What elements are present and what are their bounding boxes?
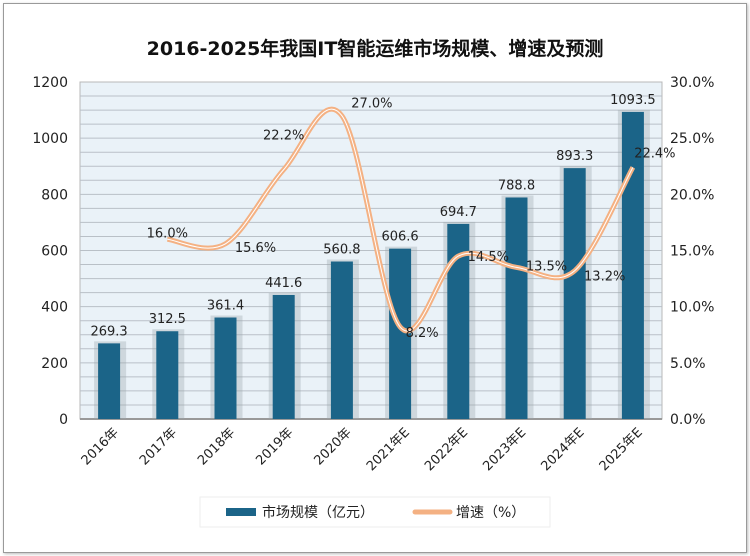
line-label: 22.4%	[634, 146, 675, 161]
x-tick: 2023年E	[480, 425, 529, 474]
y-right-tick: 0.0%	[670, 412, 706, 428]
bar	[563, 168, 586, 419]
y-left-tick: 200	[41, 356, 68, 372]
bar	[621, 111, 644, 419]
y-left-tick: 400	[41, 300, 68, 316]
bar-label: 441.6	[265, 276, 302, 291]
x-tick: 2022年E	[422, 425, 471, 474]
bar	[98, 343, 121, 419]
bar	[156, 331, 179, 419]
x-tick: 2020年	[312, 425, 355, 468]
legend-bar-swatch	[226, 508, 256, 516]
y-left-tick: 0	[59, 412, 68, 428]
line-label: 15.6%	[235, 241, 276, 256]
y-right-tick: 20.0%	[670, 187, 714, 203]
y-right-tick: 5.0%	[670, 356, 706, 372]
y-right-tick: 25.0%	[670, 131, 714, 147]
line-label: 14.5%	[468, 250, 509, 265]
bar	[272, 294, 295, 419]
bar	[214, 317, 237, 419]
growth-line-highlight	[167, 108, 634, 332]
bar-label: 269.3	[90, 324, 127, 339]
line-label: 27.0%	[351, 97, 392, 112]
chart-title: 2016-2025年我国IT智能运维市场规模、增速及预测	[146, 38, 604, 60]
line-label: 13.5%	[526, 259, 567, 274]
x-tick: 2016年	[79, 425, 122, 468]
bar-label: 788.8	[498, 178, 535, 193]
legend	[199, 496, 551, 528]
bar	[330, 261, 353, 419]
y-left-tick: 800	[41, 187, 68, 203]
bar-label: 694.7	[440, 205, 477, 220]
line-label: 8.2%	[406, 326, 439, 341]
bar	[389, 248, 412, 419]
y-right-tick: 30.0%	[670, 75, 714, 91]
line-label: 22.2%	[263, 129, 304, 144]
bar-label: 893.3	[556, 149, 593, 164]
bar-label: 312.5	[149, 312, 186, 327]
bar-label: 606.6	[381, 230, 418, 245]
bar-label: 560.8	[323, 243, 360, 258]
y-left-tick: 600	[41, 244, 68, 260]
legend-line-label: 增速（%）	[456, 505, 525, 521]
x-tick: 2024年E	[539, 425, 588, 474]
y-right-tick: 10.0%	[670, 300, 714, 316]
line-label: 13.2%	[584, 270, 625, 285]
x-tick: 2025年E	[597, 425, 646, 474]
x-tick: 2021年E	[364, 425, 413, 474]
bar	[505, 197, 528, 419]
line-label: 16.0%	[147, 226, 188, 241]
x-tick: 2017年	[137, 425, 180, 468]
y-right-tick: 15.0%	[670, 244, 714, 260]
y-left-tick: 1000	[32, 131, 68, 147]
bar-label: 361.4	[207, 299, 244, 314]
y-left-tick: 1200	[32, 75, 68, 91]
x-tick: 2018年	[195, 425, 238, 468]
bar	[447, 223, 470, 419]
bar-label: 1093.5	[610, 93, 656, 108]
x-tick: 2019年	[253, 425, 296, 468]
legend-bar-label: 市场规模（亿元）	[262, 504, 374, 521]
